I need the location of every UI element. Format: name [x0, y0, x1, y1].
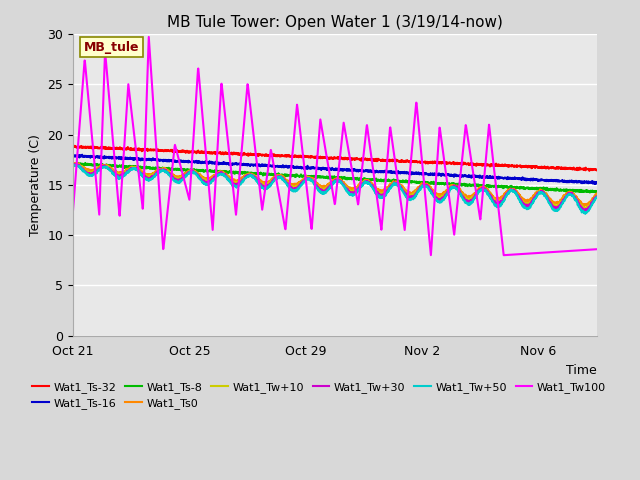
Wat1_Ts-16	[96, 154, 104, 159]
Text: MB_tule: MB_tule	[84, 40, 139, 54]
Wat1_Tw+50	[69, 162, 77, 168]
Wat1_Ts-8	[69, 161, 77, 167]
Line: Wat1_Tw+30: Wat1_Tw+30	[73, 164, 596, 212]
Wat1_Tw100	[69, 207, 77, 213]
Wat1_Tw+10	[96, 166, 104, 171]
Legend: Wat1_Ts-32, Wat1_Ts-16, Wat1_Ts-8, Wat1_Ts0, Wat1_Tw+10, Wat1_Tw+30, Wat1_Tw+50,: Wat1_Ts-32, Wat1_Ts-16, Wat1_Ts-8, Wat1_…	[28, 377, 611, 414]
Wat1_Tw100	[593, 246, 600, 252]
Line: Wat1_Ts-8: Wat1_Ts-8	[73, 163, 596, 192]
Wat1_Ts-16	[593, 180, 600, 185]
Wat1_Tw+30	[69, 163, 77, 168]
Wat1_Ts-32	[578, 167, 586, 172]
Wat1_Ts-8	[578, 188, 586, 193]
Wat1_Ts-32	[96, 145, 104, 151]
Wat1_Ts-16	[310, 166, 318, 171]
Wat1_Ts-16	[324, 165, 332, 171]
Wat1_Ts-8	[482, 184, 490, 190]
Wat1_Ts0	[310, 178, 318, 183]
Wat1_Tw+30	[482, 187, 490, 192]
Wat1_Ts-8	[74, 160, 82, 166]
Wat1_Ts-32	[578, 166, 586, 172]
Wat1_Ts0	[69, 162, 77, 168]
Wat1_Ts-32	[70, 143, 77, 149]
Wat1_Tw+10	[310, 178, 318, 184]
Wat1_Tw100	[310, 196, 318, 202]
Wat1_Ts-8	[310, 173, 318, 179]
Wat1_Ts-32	[310, 154, 318, 159]
Wat1_Tw+30	[581, 209, 589, 215]
Wat1_Tw+10	[69, 162, 77, 168]
Wat1_Tw+30	[578, 204, 586, 210]
Wat1_Tw+30	[593, 194, 600, 200]
Wat1_Tw100	[145, 34, 152, 40]
Wat1_Ts-8	[324, 176, 332, 181]
Wat1_Ts-16	[78, 152, 86, 157]
Wat1_Ts-16	[482, 174, 490, 180]
Wat1_Ts-16	[578, 180, 586, 185]
Wat1_Tw+50	[96, 166, 104, 171]
Wat1_Ts0	[578, 202, 586, 207]
Wat1_Ts-32	[482, 162, 490, 168]
Wat1_Ts-32	[69, 144, 77, 149]
Wat1_Tw100	[578, 247, 586, 253]
Wat1_Ts0	[324, 181, 332, 187]
Wat1_Tw+50	[578, 210, 586, 216]
Wat1_Ts0	[581, 203, 589, 209]
Y-axis label: Temperature (C): Temperature (C)	[29, 134, 42, 236]
Wat1_Tw+50	[324, 187, 332, 193]
Line: Wat1_Tw100: Wat1_Tw100	[73, 37, 596, 255]
X-axis label: Time: Time	[566, 364, 596, 377]
Wat1_Tw+30	[324, 185, 332, 191]
Line: Wat1_Ts0: Wat1_Ts0	[73, 163, 596, 206]
Wat1_Tw+10	[324, 183, 332, 189]
Wat1_Tw+50	[482, 188, 490, 193]
Wat1_Ts-16	[592, 181, 600, 187]
Wat1_Tw+50	[72, 162, 80, 168]
Wat1_Tw+50	[593, 194, 600, 200]
Wat1_Ts0	[482, 186, 490, 192]
Wat1_Ts-16	[578, 179, 586, 184]
Wat1_Ts0	[593, 191, 600, 197]
Wat1_Tw+10	[482, 187, 490, 192]
Wat1_Ts0	[96, 164, 104, 169]
Wat1_Tw+10	[593, 193, 600, 199]
Wat1_Ts-32	[324, 156, 332, 161]
Wat1_Tw100	[578, 247, 586, 253]
Wat1_Ts0	[578, 200, 586, 206]
Wat1_Tw+10	[71, 161, 79, 167]
Wat1_Tw+50	[310, 181, 318, 187]
Line: Wat1_Tw+50: Wat1_Tw+50	[73, 165, 596, 214]
Wat1_Ts-8	[578, 188, 586, 194]
Wat1_Tw100	[96, 197, 104, 203]
Line: Wat1_Tw+10: Wat1_Tw+10	[73, 164, 596, 208]
Wat1_Tw+30	[310, 179, 318, 184]
Wat1_Ts-16	[69, 153, 77, 159]
Wat1_Ts-8	[586, 190, 594, 195]
Wat1_Ts-8	[593, 190, 600, 195]
Wat1_Tw+50	[582, 211, 589, 216]
Wat1_Tw+10	[578, 203, 586, 208]
Wat1_Ts-8	[96, 162, 104, 168]
Wat1_Tw+50	[578, 208, 586, 214]
Wat1_Tw100	[324, 161, 332, 167]
Wat1_Ts0	[74, 160, 81, 166]
Line: Wat1_Ts-16: Wat1_Ts-16	[73, 155, 596, 184]
Wat1_Tw+30	[72, 161, 79, 167]
Wat1_Tw+10	[578, 203, 586, 208]
Wat1_Tw+30	[96, 166, 104, 171]
Wat1_Ts-32	[593, 167, 600, 173]
Wat1_Tw100	[500, 252, 508, 258]
Wat1_Ts-32	[586, 168, 593, 174]
Title: MB Tule Tower: Open Water 1 (3/19/14-now): MB Tule Tower: Open Water 1 (3/19/14-now…	[167, 15, 503, 30]
Wat1_Tw+10	[581, 205, 589, 211]
Wat1_Tw+30	[578, 205, 586, 211]
Wat1_Tw100	[482, 159, 490, 165]
Line: Wat1_Ts-32: Wat1_Ts-32	[73, 146, 596, 171]
